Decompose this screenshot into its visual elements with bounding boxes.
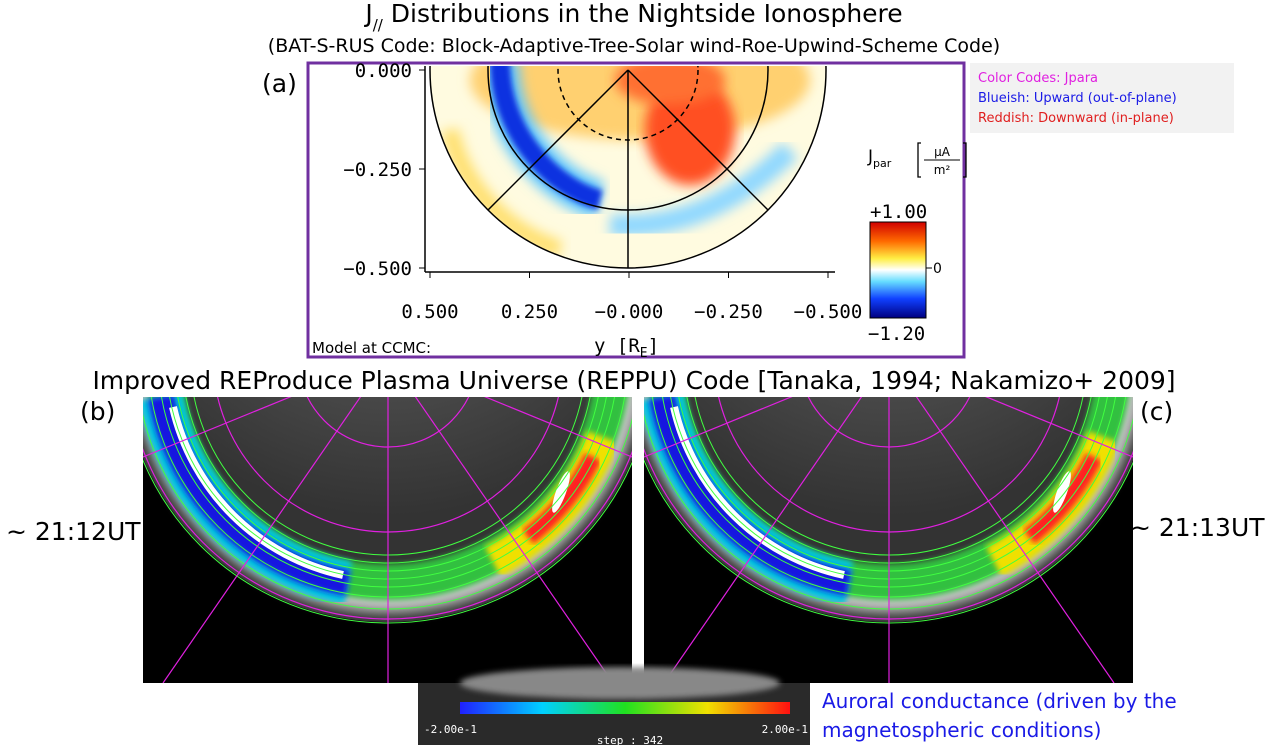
title-rest: Distributions in the Nightside Ionospher… xyxy=(383,0,903,28)
x-axis-label-sub: E xyxy=(640,346,648,361)
x-tick-label: −0.250 xyxy=(694,301,763,323)
x-axis-label-main: y [R xyxy=(594,335,640,357)
polar-plot xyxy=(429,66,827,269)
unit-denominator: m² xyxy=(934,163,951,177)
subtitle: (BAT-S-RUS Code: Block-Adaptive-Tree-Sol… xyxy=(268,35,1000,57)
colorbar-title-main: J xyxy=(867,147,873,167)
axis-ticks: 0.000 −0.250 −0.500 0.500 0.250 −0.000 −0.250 −… xyxy=(343,60,862,323)
panel-label: (b) xyxy=(80,397,115,426)
colorbar xyxy=(460,702,790,714)
legend-line: Blueish: Upward (out-of-plane) xyxy=(978,91,1177,106)
colorbar-min: −1.20 xyxy=(868,323,925,345)
colorbar-min: -2.00e-1 xyxy=(424,723,477,736)
legend-box xyxy=(970,63,1234,133)
title-sub: // xyxy=(373,16,384,34)
y-tick-label: −0.250 xyxy=(343,159,412,181)
y-tick-label: −0.500 xyxy=(343,258,412,280)
colorbar-max: +1.00 xyxy=(870,201,927,223)
x-axis-label-end: ] xyxy=(648,335,659,357)
colorbar-backdrop xyxy=(460,667,780,699)
step-label: step : 342 xyxy=(597,734,663,747)
y-tick-label: 0.000 xyxy=(355,60,412,82)
x-tick-label: −0.000 xyxy=(595,301,664,323)
title: J// Distributions in the Nightside Ionos… xyxy=(363,0,902,34)
colorbar-mid: 0 xyxy=(933,261,942,277)
legend-line: Reddish: Downward (in-plane) xyxy=(978,111,1174,126)
colorbar-title: Jpar xyxy=(867,147,892,170)
colorbar-max: 2.00e-1 xyxy=(762,723,808,736)
caption: magnetospheric conditions) xyxy=(822,718,1101,742)
time-label: ~ 21:12UT xyxy=(6,517,141,546)
unit-numerator: µA xyxy=(934,145,951,159)
panel-label: (c) xyxy=(1140,397,1173,426)
legend-line: Color Codes: Jpara xyxy=(978,71,1098,86)
x-tick-label: 0.250 xyxy=(501,301,558,323)
credit: Model at CCMC: xyxy=(312,339,431,357)
title-main: J xyxy=(363,0,372,28)
section-title: Improved REProduce Plasma Universe (REPP… xyxy=(92,366,1175,395)
time-label: ~ 21:13UT xyxy=(1130,513,1265,542)
x-tick-label: −0.500 xyxy=(794,301,863,323)
x-tick-label: 0.500 xyxy=(401,301,458,323)
panel-label: (a) xyxy=(262,69,297,98)
colorbar-title-sub: par xyxy=(873,157,892,170)
unit-brackets xyxy=(917,142,967,178)
x-axis-label: y [RE] xyxy=(594,335,659,361)
caption: Auroral conductance (driven by the xyxy=(822,689,1177,713)
colorbar xyxy=(869,221,927,319)
